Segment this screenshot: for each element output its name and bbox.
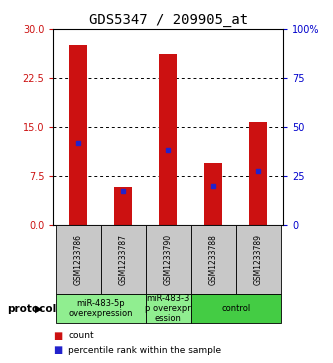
Text: count: count (68, 331, 94, 340)
Text: miR-483-5p
overexpression: miR-483-5p overexpression (68, 299, 133, 318)
Bar (236, 225, 281, 294)
Bar (191, 225, 236, 294)
Text: control: control (221, 304, 250, 313)
Text: GSM1233788: GSM1233788 (209, 234, 218, 285)
Text: percentile rank within the sample: percentile rank within the sample (68, 346, 221, 355)
Bar (249, 122, 267, 225)
Bar (146, 225, 191, 294)
Title: GDS5347 / 209905_at: GDS5347 / 209905_at (89, 13, 248, 26)
Bar (146, 294, 191, 323)
Bar (69, 45, 87, 225)
Text: miR-483-3
p overexpr
ession: miR-483-3 p overexpr ession (145, 294, 191, 323)
Text: GSM1233786: GSM1233786 (74, 234, 83, 285)
Bar (159, 54, 177, 225)
Bar (114, 187, 132, 225)
Bar (56, 225, 101, 294)
Text: ▶: ▶ (35, 303, 42, 314)
Text: GSM1233790: GSM1233790 (164, 234, 173, 285)
Text: protocol: protocol (7, 303, 56, 314)
Text: ■: ■ (53, 345, 63, 355)
Text: GSM1233787: GSM1233787 (119, 234, 128, 285)
Text: GSM1233789: GSM1233789 (254, 234, 263, 285)
Bar (191, 294, 281, 323)
Bar (204, 163, 222, 225)
Bar (101, 225, 146, 294)
Bar (56, 294, 146, 323)
Text: ■: ■ (53, 331, 63, 341)
